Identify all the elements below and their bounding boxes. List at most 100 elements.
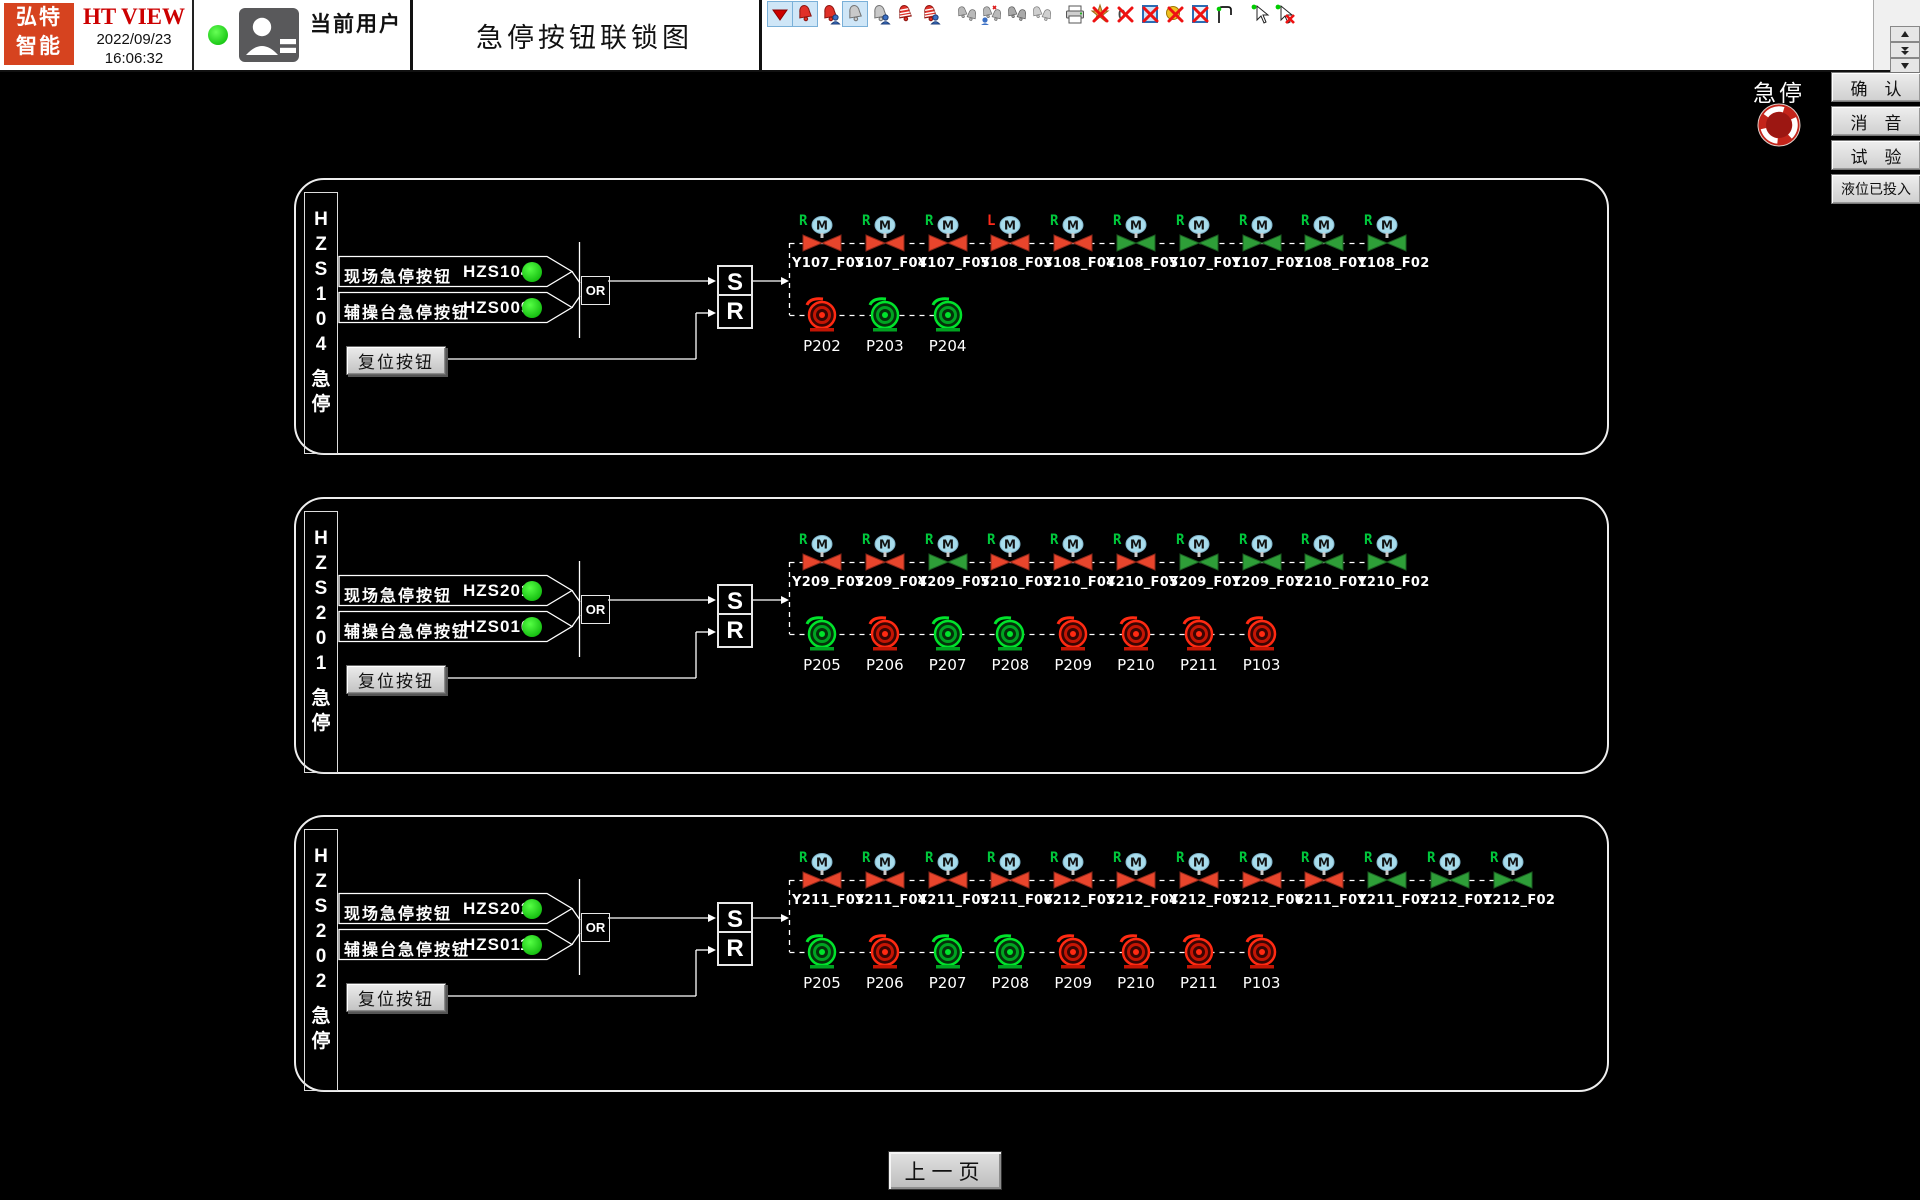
- valve-y211_f06[interactable]: R M Y211_F06: [980, 850, 1052, 908]
- valve-y209_f03[interactable]: R M Y209_F03: [792, 532, 864, 590]
- alarm-bell-person-red-icon[interactable]: [818, 2, 842, 26]
- level-engaged-button[interactable]: 液位已投入: [1831, 174, 1920, 204]
- svg-text:M: M: [1318, 219, 1330, 233]
- valve-y212_f03[interactable]: R M Y212_F03: [1043, 850, 1115, 908]
- valve-tag: Y108_F05: [1106, 256, 1179, 271]
- valve-y212_f02[interactable]: R M Y212_F02: [1483, 850, 1555, 908]
- valve-y107_f05[interactable]: R M Y107_F05: [918, 213, 990, 271]
- zero-remove-icon[interactable]: 0: [1113, 2, 1137, 26]
- alarm-bells-gray-2-icon[interactable]: [1003, 2, 1027, 26]
- reset-button[interactable]: 复位按钮: [346, 665, 446, 694]
- valve-y107_f01[interactable]: R M Y107_F01: [1169, 213, 1241, 271]
- valve-icon: R M: [1301, 532, 1344, 571]
- pointer-enable-icon[interactable]: [1248, 2, 1272, 26]
- alarm-bells-gray-icon[interactable]: [953, 2, 977, 26]
- valve-y209_f02[interactable]: R M Y209_F02: [1232, 532, 1304, 590]
- valve-tag: Y108_F02: [1357, 256, 1430, 271]
- pump-p206[interactable]: P206: [857, 615, 913, 674]
- estop-icon[interactable]: [1756, 102, 1802, 153]
- valve-y108_f01[interactable]: R M Y108_F01: [1294, 213, 1366, 271]
- latch-reset-box: R: [717, 294, 753, 329]
- page-title: 急停按钮联锁图: [476, 22, 693, 53]
- pointer-disable-icon[interactable]: [1273, 2, 1297, 26]
- valve-y108_f04[interactable]: R M Y108_F04: [1043, 213, 1115, 271]
- svg-text:R: R: [1364, 532, 1373, 548]
- pump-icon: [805, 616, 837, 651]
- pump-p103[interactable]: P103: [1234, 615, 1290, 674]
- alarm-bell-gray-icon[interactable]: [842, 1, 868, 27]
- pump-p207[interactable]: P207: [920, 615, 976, 674]
- spin-up-button[interactable]: [1890, 26, 1920, 42]
- valve-y212_f05[interactable]: R M Y212_F05: [1169, 850, 1241, 908]
- pump-p211[interactable]: P211: [1171, 615, 1227, 674]
- svg-text:R: R: [1239, 532, 1248, 548]
- valve-y211_f04[interactable]: R M Y211_F04: [855, 850, 927, 908]
- test-button[interactable]: 试 验: [1831, 140, 1920, 170]
- valve-y211_f02[interactable]: R M Y211_F02: [1357, 850, 1429, 908]
- print-icon[interactable]: [1063, 2, 1087, 26]
- valve-y108_f03[interactable]: L M Y108_F03: [980, 213, 1052, 271]
- valve-y107_f04[interactable]: R M Y107_F04: [855, 213, 927, 271]
- pump-tag: P205: [803, 656, 841, 674]
- pump-p202[interactable]: P202: [794, 296, 850, 355]
- trend-flag-icon[interactable]: [1213, 2, 1237, 26]
- pump-p210[interactable]: P210: [1108, 933, 1164, 992]
- pump-p205[interactable]: P205: [794, 615, 850, 674]
- prev-page-button[interactable]: 上一页: [888, 1151, 1002, 1190]
- reset-button[interactable]: 复位按钮: [346, 346, 446, 375]
- mute-button[interactable]: 消 音: [1831, 106, 1920, 136]
- frame-remove-icon[interactable]: [1138, 2, 1162, 26]
- svg-text:M: M: [1130, 219, 1142, 233]
- interlock-panel-hzs202: H Z S 2 0 2 急停现场急停按钮 HZS202 辅操台急停按钮 HZS011 OR S R 复位按…: [294, 815, 1609, 1092]
- valve-y108_f02[interactable]: R M Y108_F02: [1357, 213, 1430, 271]
- valve-y210_f02[interactable]: R M Y210_F02: [1357, 532, 1429, 590]
- pump-p204[interactable]: P204: [920, 296, 976, 355]
- pump-p206[interactable]: P206: [857, 933, 913, 992]
- alarm-dropdown-icon[interactable]: [767, 1, 793, 27]
- valve-y209_f04[interactable]: R M Y209_F04: [855, 532, 927, 590]
- alarm-bells-gray-3-icon[interactable]: [1028, 2, 1052, 26]
- pump-p103[interactable]: P103: [1234, 933, 1290, 992]
- spin-page-down-button[interactable]: [1890, 42, 1920, 58]
- pump-p203[interactable]: P203: [857, 296, 913, 355]
- valve-y209_f01[interactable]: R M Y209_F01: [1169, 532, 1241, 590]
- alarm-bell-striped-person-red-icon[interactable]: [918, 2, 942, 26]
- valve-y212_f06[interactable]: R M Y212_F06: [1232, 850, 1304, 908]
- valve-y211_f05[interactable]: R M Y211_F05: [918, 850, 990, 908]
- alarm-bell-person-gray-icon[interactable]: [868, 2, 892, 26]
- valve-y211_f03[interactable]: R M Y211_F03: [792, 850, 864, 908]
- reset-button[interactable]: 复位按钮: [346, 983, 446, 1012]
- pump-p207[interactable]: P207: [920, 933, 976, 992]
- valve-y210_f04[interactable]: R M Y210_F04: [1043, 532, 1115, 590]
- pump-p209[interactable]: P209: [1045, 933, 1101, 992]
- valve-y210_f01[interactable]: R M Y210_F01: [1294, 532, 1366, 590]
- user-icon[interactable]: [238, 7, 300, 68]
- alarm-bells-person-red-icon[interactable]: [978, 2, 1002, 26]
- valve-y209_f05[interactable]: R M Y209_F05: [918, 532, 990, 590]
- pump-tag: P103: [1242, 974, 1281, 992]
- tag-remove-icon[interactable]: [1163, 2, 1187, 26]
- pump-p209[interactable]: P209: [1045, 615, 1101, 674]
- valve-y210_f05[interactable]: R M Y210_F05: [1106, 532, 1178, 590]
- valve-y108_f05[interactable]: R M Y108_F05: [1106, 213, 1179, 271]
- alarm-bell-red-icon[interactable]: [792, 1, 818, 27]
- pump-p211[interactable]: P211: [1171, 933, 1227, 992]
- frame-remove-2-icon[interactable]: [1188, 2, 1212, 26]
- ack-button[interactable]: 确 认: [1831, 72, 1920, 102]
- pump-p208[interactable]: P208: [982, 933, 1038, 992]
- pump-p205[interactable]: P205: [794, 933, 850, 992]
- alarm-bell-striped-red-icon[interactable]: [893, 2, 917, 26]
- valve-y107_f02[interactable]: R M Y107_F02: [1232, 213, 1304, 271]
- pump-icon: [1182, 934, 1214, 969]
- pump-p210[interactable]: P210: [1108, 615, 1164, 674]
- valve-y107_f03[interactable]: R M Y107_F03: [792, 213, 864, 271]
- valve-y211_f01[interactable]: R M Y211_F01: [1294, 850, 1366, 908]
- pump-p208[interactable]: P208: [982, 615, 1038, 674]
- valve-y212_f01[interactable]: R M Y212_F01: [1420, 850, 1492, 908]
- valve-icon: R M: [1050, 213, 1093, 252]
- valve-y210_f03[interactable]: R M Y210_F03: [980, 532, 1052, 590]
- valve-icon: R M: [1176, 532, 1219, 571]
- pump-tag: P202: [803, 337, 841, 355]
- valve-y212_f04[interactable]: R M Y212_F04: [1106, 850, 1178, 908]
- summary-remove-icon[interactable]: [1088, 2, 1112, 26]
